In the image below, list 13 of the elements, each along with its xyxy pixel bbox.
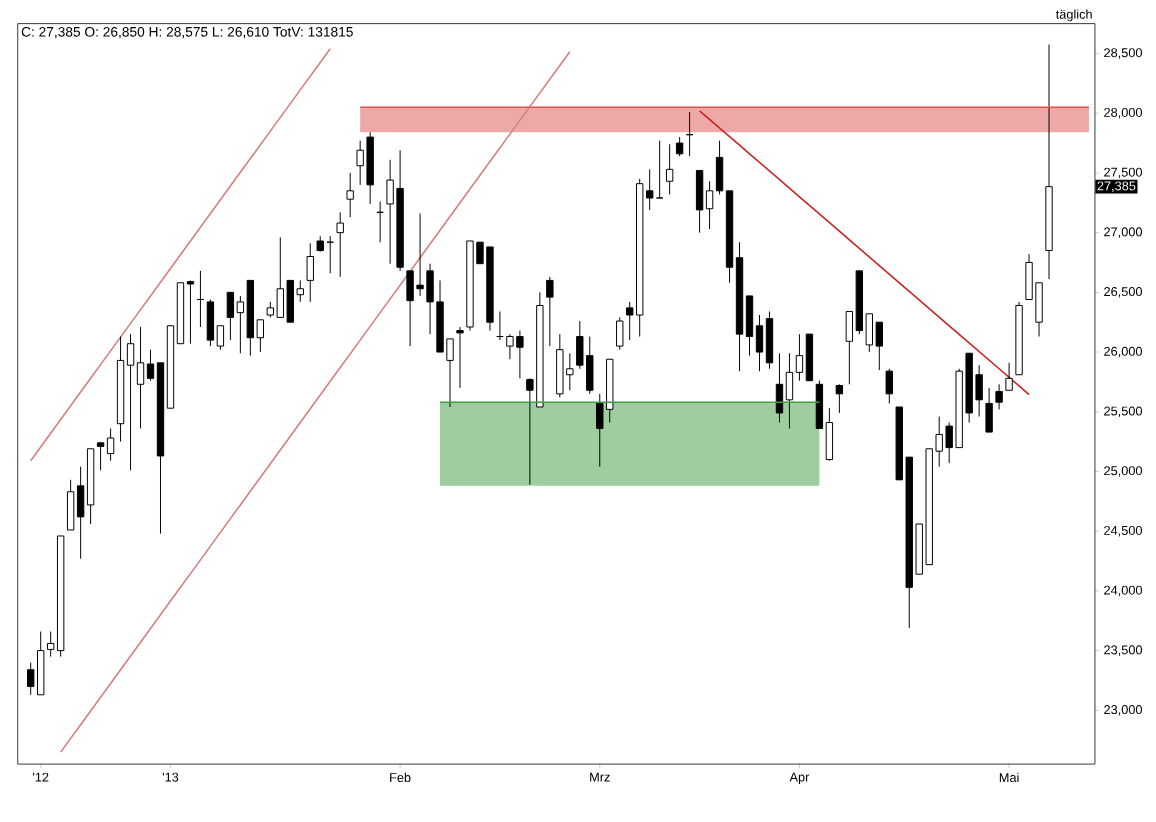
candlestick	[616, 317, 624, 351]
candlestick	[675, 137, 684, 158]
candlestick	[665, 144, 674, 196]
candlestick	[995, 384, 1003, 411]
candlestick	[336, 212, 344, 278]
candlestick	[1005, 362, 1013, 392]
candlestick	[546, 276, 554, 347]
candlestick	[985, 387, 993, 433]
candlestick	[835, 384, 844, 414]
candlestick	[885, 368, 893, 405]
candlestick	[306, 243, 314, 303]
candlestick	[456, 326, 464, 389]
candlestick	[346, 172, 354, 218]
